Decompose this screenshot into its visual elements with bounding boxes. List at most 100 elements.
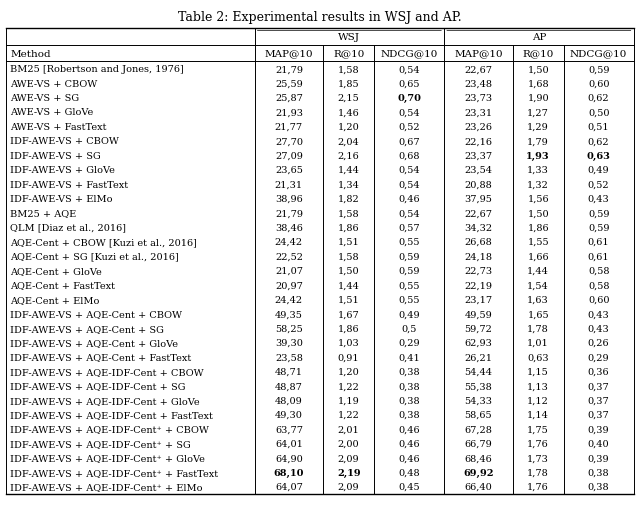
- Text: 1,86: 1,86: [527, 223, 549, 232]
- Text: 34,32: 34,32: [464, 223, 492, 232]
- Text: 49,59: 49,59: [465, 310, 492, 319]
- Text: 0,52: 0,52: [398, 123, 420, 132]
- Text: IDF-AWE-VS + GloVe: IDF-AWE-VS + GloVe: [10, 166, 115, 175]
- Text: 0,68: 0,68: [399, 152, 420, 161]
- Text: IDF-AWE-VS + AQE-IDF-Cent + SG: IDF-AWE-VS + AQE-IDF-Cent + SG: [10, 381, 186, 390]
- Text: 1,63: 1,63: [527, 295, 549, 304]
- Text: 49,30: 49,30: [275, 410, 303, 419]
- Text: 0,38: 0,38: [588, 482, 609, 491]
- Text: R@10: R@10: [333, 49, 364, 59]
- Text: Method: Method: [10, 49, 51, 59]
- Text: 0,60: 0,60: [588, 79, 609, 88]
- Text: 0,43: 0,43: [588, 310, 609, 319]
- Text: 0,54: 0,54: [398, 65, 420, 74]
- Text: 1,20: 1,20: [338, 367, 360, 376]
- Text: 21,79: 21,79: [275, 65, 303, 74]
- Text: 23,37: 23,37: [464, 152, 492, 161]
- Text: Table 2: Experimental results in WSJ and AP.: Table 2: Experimental results in WSJ and…: [178, 11, 462, 24]
- Text: 0,51: 0,51: [588, 123, 609, 132]
- Text: AQE-Cent + FastText: AQE-Cent + FastText: [10, 281, 115, 290]
- Text: 0,65: 0,65: [399, 79, 420, 88]
- Text: 22,52: 22,52: [275, 252, 303, 261]
- Text: 0,62: 0,62: [588, 137, 609, 146]
- Text: 20,88: 20,88: [465, 180, 492, 189]
- Text: IDF-AWE-VS + AQE-IDF-Cent⁺ + FastText: IDF-AWE-VS + AQE-IDF-Cent⁺ + FastText: [10, 468, 218, 477]
- Text: R@10: R@10: [522, 49, 554, 59]
- Text: IDF-AWE-VS + AQE-IDF-Cent + FastText: IDF-AWE-VS + AQE-IDF-Cent + FastText: [10, 410, 213, 419]
- Text: 27,09: 27,09: [275, 152, 303, 161]
- Text: 64,01: 64,01: [275, 439, 303, 448]
- Text: 1,22: 1,22: [338, 410, 360, 419]
- Text: WSJ: WSJ: [339, 33, 360, 42]
- Text: 0,38: 0,38: [398, 367, 420, 376]
- Text: 1,44: 1,44: [527, 267, 549, 275]
- Text: 0,37: 0,37: [588, 381, 609, 390]
- Text: 64,07: 64,07: [275, 482, 303, 491]
- Text: 1,78: 1,78: [527, 324, 549, 333]
- Text: 1,58: 1,58: [338, 209, 360, 218]
- Text: AWE-VS + CBOW: AWE-VS + CBOW: [10, 79, 97, 88]
- Text: 1,15: 1,15: [527, 367, 549, 376]
- Text: 68,10: 68,10: [274, 468, 304, 477]
- Text: 25,59: 25,59: [275, 79, 303, 88]
- Text: 1,44: 1,44: [338, 281, 360, 290]
- Text: 22,16: 22,16: [465, 137, 492, 146]
- Text: 48,09: 48,09: [275, 396, 303, 405]
- Text: 58,25: 58,25: [275, 324, 303, 333]
- Text: 0,43: 0,43: [588, 324, 609, 333]
- Text: 1,85: 1,85: [338, 79, 360, 88]
- Text: 1,67: 1,67: [338, 310, 360, 319]
- Text: 2,19: 2,19: [337, 468, 360, 477]
- Text: 0,38: 0,38: [398, 396, 420, 405]
- Text: 58,65: 58,65: [465, 410, 492, 419]
- Text: 25,87: 25,87: [275, 94, 303, 103]
- Text: IDF-AWE-VS + SG: IDF-AWE-VS + SG: [10, 152, 101, 161]
- Text: 1,86: 1,86: [338, 223, 360, 232]
- Text: 38,46: 38,46: [275, 223, 303, 232]
- Text: 24,18: 24,18: [465, 252, 492, 261]
- Text: 1,14: 1,14: [527, 410, 549, 419]
- Text: IDF-AWE-VS + AQE-Cent + CBOW: IDF-AWE-VS + AQE-Cent + CBOW: [10, 310, 182, 319]
- Text: 23,17: 23,17: [464, 295, 492, 304]
- Text: 0,91: 0,91: [338, 353, 360, 362]
- Text: 1,75: 1,75: [527, 425, 549, 434]
- Text: IDF-AWE-VS + ElMo: IDF-AWE-VS + ElMo: [10, 194, 113, 204]
- Text: 0,70: 0,70: [397, 94, 421, 103]
- Text: 21,79: 21,79: [275, 209, 303, 218]
- Text: 23,58: 23,58: [275, 353, 303, 362]
- Text: 1,19: 1,19: [338, 396, 360, 405]
- Text: 1,44: 1,44: [338, 166, 360, 175]
- Text: 1,78: 1,78: [527, 468, 549, 477]
- Text: 64,90: 64,90: [275, 453, 303, 463]
- Text: 0,63: 0,63: [527, 353, 549, 362]
- Text: 1,51: 1,51: [338, 295, 360, 304]
- Text: 2,16: 2,16: [338, 152, 360, 161]
- Text: 66,40: 66,40: [465, 482, 492, 491]
- Text: BM25 + AQE: BM25 + AQE: [10, 209, 77, 218]
- Text: 1,13: 1,13: [527, 381, 549, 390]
- Text: NDCG@10: NDCG@10: [380, 49, 438, 59]
- Text: 0,46: 0,46: [398, 453, 420, 463]
- Text: 0,62: 0,62: [588, 94, 609, 103]
- Text: 69,92: 69,92: [463, 468, 493, 477]
- Text: 0,61: 0,61: [588, 238, 609, 246]
- Text: AQE-Cent + CBOW [Kuzi et al., 2016]: AQE-Cent + CBOW [Kuzi et al., 2016]: [10, 238, 197, 246]
- Text: 1,12: 1,12: [527, 396, 549, 405]
- Text: 0,49: 0,49: [398, 310, 420, 319]
- Text: 23,31: 23,31: [464, 108, 492, 117]
- Text: AWE-VS + GloVe: AWE-VS + GloVe: [10, 108, 93, 117]
- Text: 1,76: 1,76: [527, 439, 549, 448]
- Text: 0,50: 0,50: [588, 108, 609, 117]
- Text: 2,09: 2,09: [338, 482, 360, 491]
- Text: 0,52: 0,52: [588, 180, 609, 189]
- Text: 59,72: 59,72: [465, 324, 492, 333]
- Text: 1,86: 1,86: [338, 324, 360, 333]
- Text: 1,79: 1,79: [527, 137, 549, 146]
- Text: 39,30: 39,30: [275, 338, 303, 347]
- Text: 67,28: 67,28: [465, 425, 492, 434]
- Text: 1,34: 1,34: [338, 180, 360, 189]
- Text: IDF-AWE-VS + AQE-Cent + GloVe: IDF-AWE-VS + AQE-Cent + GloVe: [10, 338, 178, 347]
- Text: 0,39: 0,39: [588, 425, 609, 434]
- Text: 1,03: 1,03: [338, 338, 360, 347]
- Text: 0,61: 0,61: [588, 252, 609, 261]
